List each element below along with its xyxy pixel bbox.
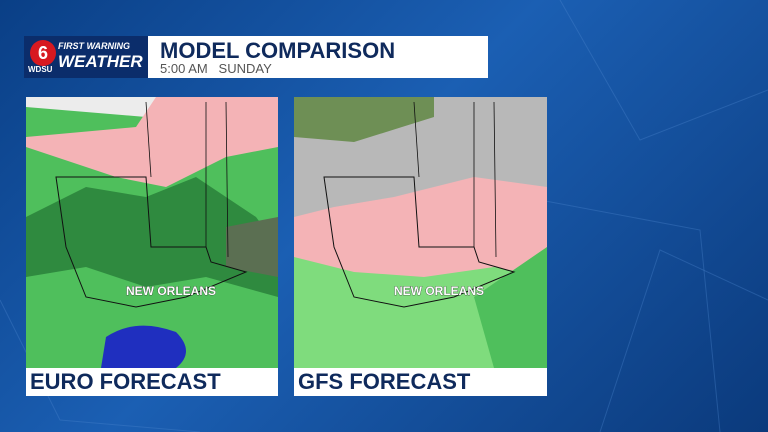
logo-brand-bottom: WEATHER (58, 52, 143, 71)
gfs-map: NEW ORLEANS (294, 97, 547, 368)
logo-station: WDSU (28, 65, 53, 74)
euro-map: NEW ORLEANS (26, 97, 278, 368)
logo-channel: 6 (30, 40, 56, 66)
title: MODEL COMPARISON (160, 38, 396, 63)
city-label: NEW ORLEANS (394, 284, 484, 298)
logo: 6 FIRST WARNING WDSU WEATHER (24, 36, 148, 78)
logo-brand-top: FIRST WARNING (58, 41, 130, 51)
subtitle: 5:00 AM SUNDAY (160, 61, 272, 76)
day: SUNDAY (218, 61, 272, 76)
panel-label: EURO FORECAST (30, 369, 221, 394)
header: 6 FIRST WARNING WDSU WEATHER MODEL COMPA… (24, 36, 488, 78)
city-label: NEW ORLEANS (126, 284, 216, 298)
panel-label: GFS FORECAST (298, 369, 471, 394)
euro-panel: NEW ORLEANS EURO FORECAST (26, 97, 278, 396)
gfs-panel: NEW ORLEANS GFS FORECAST (294, 97, 547, 396)
time: 5:00 AM (160, 61, 208, 76)
